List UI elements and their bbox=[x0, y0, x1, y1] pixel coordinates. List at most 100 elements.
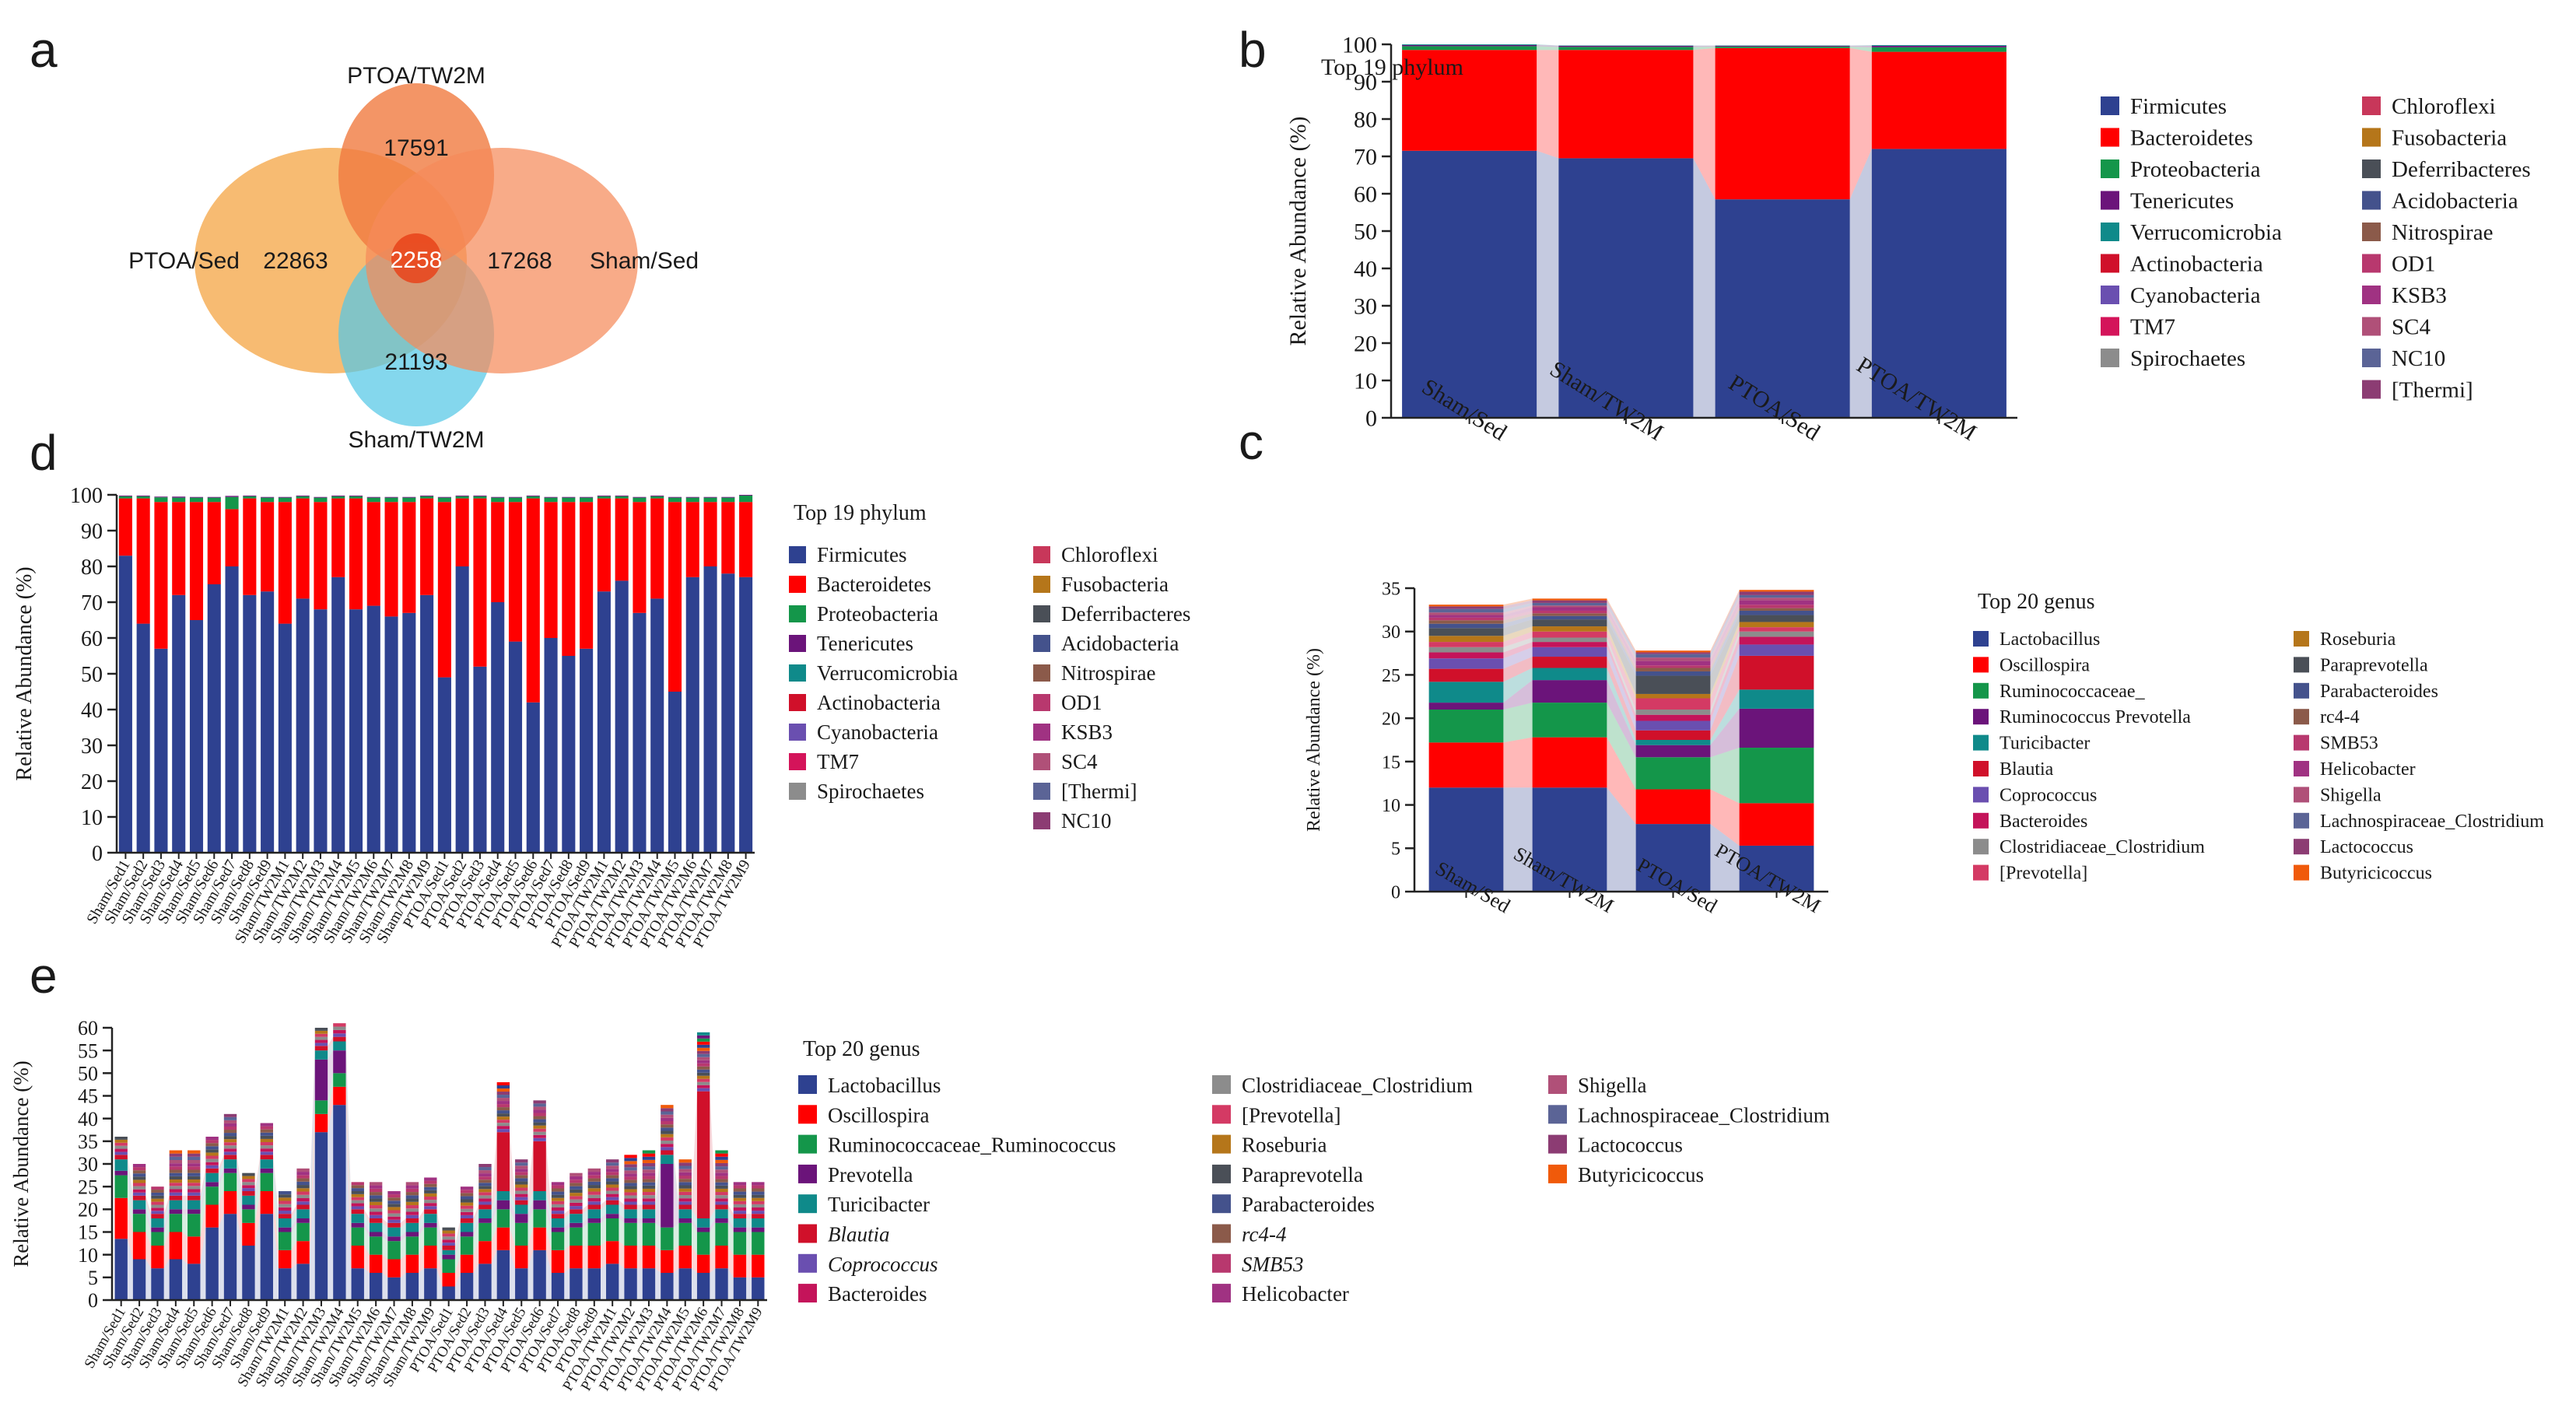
flow-ptoa-sed-blautia bbox=[1710, 655, 1740, 740]
bar-sham-sed-rc4-4 bbox=[1428, 620, 1504, 624]
bar-sham-tw2m5-firmicutes bbox=[349, 609, 363, 853]
flow-ptoa-tw2m1-lactobacillus bbox=[619, 1264, 625, 1300]
bar-sham-tw2m-firmicutes bbox=[1558, 158, 1694, 418]
bar-sham-sed1-bacteroidetes bbox=[118, 498, 132, 556]
legend-label-parabacteroides: Parabacteroides bbox=[1242, 1193, 1375, 1216]
legend-swatch-rc4-4 bbox=[2294, 709, 2309, 725]
flow-ptoa-sed2-blautia bbox=[473, 1204, 479, 1223]
flow-ptoa-sed4-blautia bbox=[510, 1132, 516, 1205]
bar-sham-tw2m2-bacteroidetes bbox=[296, 498, 310, 599]
legend-swatch-acidobacteria bbox=[1033, 635, 1050, 652]
bar-ptoa-sed9-other-7 bbox=[587, 1178, 601, 1182]
bar-sham-sed5-tenericutes bbox=[189, 496, 204, 498]
bar-ptoa-tw2m7-prevotella bbox=[715, 1218, 728, 1223]
bar-ptoa-sed8-other-0 bbox=[570, 1206, 583, 1210]
flow-sham-tw2m1-blautia bbox=[291, 1204, 297, 1218]
bar-ptoa-tw2m9-proteobacteria bbox=[739, 495, 753, 503]
bar-ptoa-tw2m6-oscillospira bbox=[696, 1254, 710, 1273]
venn-count-ptoa-sed: 22863 bbox=[263, 248, 328, 274]
legend-swatch-lactococcus bbox=[1548, 1134, 1567, 1154]
bar-sham-sed-ruminococcus-prevotella bbox=[1428, 703, 1504, 710]
bar-sham-tw2m1-other-3 bbox=[279, 1200, 292, 1204]
flow-sham-sed6-prevotella bbox=[218, 1168, 224, 1187]
flow-ptoa-tw2m7-blautia bbox=[727, 1204, 734, 1218]
bar-sham-sed9-prevotella bbox=[260, 1168, 273, 1173]
bar-ptoa-sed1-prevotella bbox=[442, 1254, 455, 1260]
legend-swatch-nc10 bbox=[2362, 349, 2381, 367]
bar-sham-tw2m2-blautia bbox=[296, 1204, 310, 1210]
legend-swatch-nc10 bbox=[1033, 812, 1050, 829]
bar-sham-tw2m8-other-5 bbox=[405, 1198, 419, 1202]
bar-ptoa-tw2m8-other-2 bbox=[733, 1204, 747, 1207]
y-tick-label: 40 bbox=[81, 699, 103, 723]
bar-ptoa-tw2m1-other-10 bbox=[606, 1165, 619, 1169]
legend-label-coprococcus: Coprococcus bbox=[1999, 785, 2097, 805]
legend-swatch-paraprevotella bbox=[1212, 1164, 1231, 1183]
bar-sham-sed7-other-10 bbox=[223, 1120, 237, 1123]
bar-ptoa-tw2m-ruminococcaceae bbox=[1739, 748, 1814, 804]
bar-sham-sed4-other-12 bbox=[169, 1153, 183, 1157]
flow-sham-tw2m3-oscillospira bbox=[328, 1086, 334, 1133]
bar-ptoa-tw2m7-other-11 bbox=[715, 1166, 728, 1170]
y-tick-label: 10 bbox=[78, 1244, 98, 1267]
flow-sham-sed-butyricicoccus bbox=[1503, 598, 1533, 607]
bar-sham-sed-shigella bbox=[1428, 612, 1504, 615]
y-axis-label: Relative Abundance (%) bbox=[9, 1060, 33, 1267]
flow-sham-sed1-lactobacillus bbox=[127, 1239, 133, 1300]
bar-ptoa-tw2m2-firmicutes bbox=[615, 580, 629, 853]
bar-sham-sed-tenericutes bbox=[1402, 44, 1537, 47]
bar-sham-sed3-other-1 bbox=[151, 1207, 164, 1211]
bar-ptoa-tw2m5-turicibacter bbox=[678, 1209, 692, 1218]
bar-ptoa-tw2m4-other-9 bbox=[661, 1117, 674, 1121]
flow-ptoa-sed4-prevotella bbox=[510, 1200, 516, 1223]
bar-sham-tw2m9-other-1 bbox=[424, 1203, 437, 1207]
bar-ptoa-tw2m-turicibacter bbox=[1739, 689, 1814, 709]
bar-sham-sed-lactobacillus bbox=[1428, 787, 1504, 892]
bar-ptoa-sed1-blautia bbox=[442, 1246, 455, 1250]
legend-label-ruminococcaceae: Ruminococcaceae_ bbox=[1999, 682, 2146, 702]
bar-sham-sed6-tenericutes bbox=[207, 496, 221, 498]
bar-sham-sed6-firmicutes bbox=[207, 584, 221, 853]
flow-sham-tw2m9-ruminococcaceae-ruminococcus bbox=[436, 1227, 443, 1273]
legend-label-prevotella: [Prevotella] bbox=[1242, 1103, 1341, 1127]
y-tick-label: 25 bbox=[1382, 666, 1400, 686]
flow-sham-tw2m9-blautia bbox=[436, 1209, 443, 1250]
bar-ptoa-sed5-other-4 bbox=[515, 1184, 528, 1188]
bar-ptoa-sed8-turicibacter bbox=[570, 1214, 583, 1223]
bar-ptoa-tw2m-prevotella bbox=[1739, 627, 1814, 632]
bar-ptoa-sed3-prevotella bbox=[478, 1218, 492, 1223]
flow-sham-sed-parabacteroides bbox=[1503, 615, 1533, 629]
bar-ptoa-tw2m7-other-7 bbox=[715, 1179, 728, 1183]
legend-label-fusobacteria: Fusobacteria bbox=[2392, 126, 2507, 151]
bar-sham-sed3-prevotella bbox=[151, 1227, 164, 1232]
panel-d-legend: Firmicutes Bacteroidetes Proteobacteria Ten… bbox=[789, 543, 1190, 832]
bar-sham-sed7-other-8 bbox=[223, 1126, 237, 1130]
bar-ptoa-sed8-prevotella bbox=[570, 1222, 583, 1228]
bar-sham-tw2m1-lactobacillus bbox=[279, 1268, 292, 1300]
flow-sham-tw2m8-turicibacter bbox=[419, 1214, 425, 1232]
flow-ptoa-tw2m5-lactobacillus bbox=[691, 1268, 697, 1300]
flow-sham-sed3-ruminococcaceae-ruminococcus bbox=[163, 1214, 170, 1246]
flow-sham-sed7-lactobacillus bbox=[237, 1214, 243, 1300]
y-tick-label: 10 bbox=[1354, 369, 1377, 394]
legend-swatch-roseburia bbox=[2294, 631, 2309, 647]
legend-swatch-turicibacter bbox=[1973, 734, 1989, 751]
bar-ptoa-sed7-tenericutes bbox=[544, 496, 558, 498]
bar-ptoa-tw2m7-other-13 bbox=[715, 1159, 728, 1163]
legend-label-verrucomicrobia: Verrucomicrobia bbox=[817, 661, 958, 685]
bar-ptoa-sed4-tenericutes bbox=[491, 496, 505, 498]
bar-sham-sed3-other-5 bbox=[151, 1195, 164, 1199]
bar-sham-tw2m9-oscillospira bbox=[424, 1246, 437, 1269]
bar-sham-sed-oscillospira bbox=[1428, 742, 1504, 788]
bar-ptoa-sed2-other-4 bbox=[460, 1202, 474, 1206]
flow-sham-sed6-lactobacillus bbox=[218, 1214, 224, 1300]
bar-sham-sed-ruminococcaceae bbox=[1428, 710, 1504, 743]
venn-label-sham-tw2m: Sham/TW2M bbox=[348, 427, 484, 453]
bar-ptoa-tw2m8-ruminococcaceae-ruminococcus bbox=[733, 1232, 747, 1255]
bar-ptoa-tw2m9-other-7 bbox=[752, 1188, 765, 1192]
legend-label-rc4-4: rc4-4 bbox=[1242, 1223, 1286, 1246]
bar-sham-sed1-other-2 bbox=[114, 1145, 128, 1149]
flow-sham-tw2m-lactococcus bbox=[1607, 600, 1636, 654]
flow-ptoa-sed-prevotella bbox=[1710, 627, 1740, 710]
y-tick-label: 40 bbox=[78, 1108, 98, 1130]
